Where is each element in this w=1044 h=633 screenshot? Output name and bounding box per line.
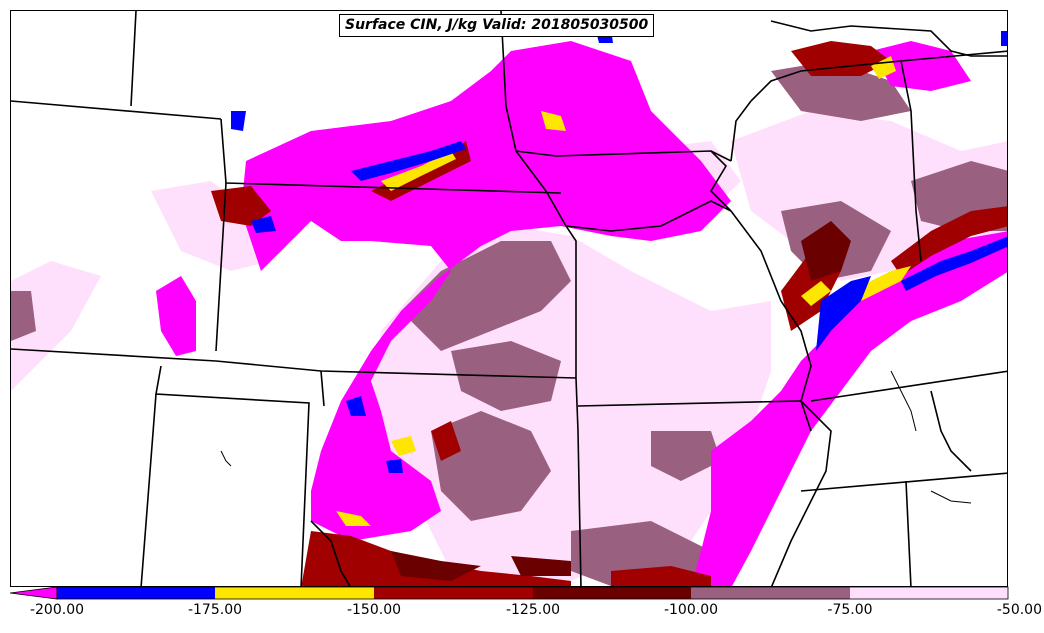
colorbar-tick-label: -50.00 — [996, 602, 1042, 618]
colorbar-tick-label: -75.00 — [827, 602, 873, 618]
colorbar-under-triangle — [9, 586, 58, 600]
coastline-lines — [220, 370, 972, 504]
colorbar-bin-1 — [57, 587, 215, 599]
colorbar-graphic — [9, 586, 1009, 600]
colorbar-bin-6 — [850, 587, 1008, 599]
colorbar-bin-5 — [691, 587, 850, 599]
cin-map — [11, 11, 1007, 586]
colorbar-bin-3 — [374, 587, 533, 599]
cin-maroon-regions — [391, 221, 851, 581]
colorbar-outline — [56, 586, 1009, 600]
colorbar-bin-2 — [215, 587, 374, 599]
map-panel — [10, 10, 1008, 587]
map-title: Surface CIN, J/kg Valid: 201805030500 — [339, 14, 655, 37]
colorbar-tick-label: -200.00 — [29, 602, 85, 618]
colorbar-bin-4 — [533, 587, 691, 599]
cin-blue-regions — [231, 29, 1007, 473]
state-boundaries — [11, 11, 1007, 586]
colorbar-tick-label: -150.00 — [346, 602, 402, 618]
colorbar — [9, 586, 1009, 600]
colorbar-tick-label: -100.00 — [663, 602, 719, 618]
colorbar-tick-label: -125.00 — [505, 602, 561, 618]
cin-yellow-regions — [336, 56, 911, 526]
colorbar-tick-label: -175.00 — [187, 602, 243, 618]
